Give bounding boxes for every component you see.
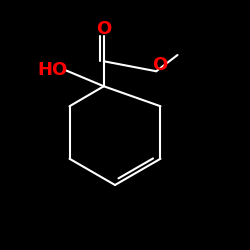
Text: O: O	[96, 20, 112, 38]
Text: O: O	[152, 56, 168, 74]
Text: HO: HO	[38, 61, 68, 79]
